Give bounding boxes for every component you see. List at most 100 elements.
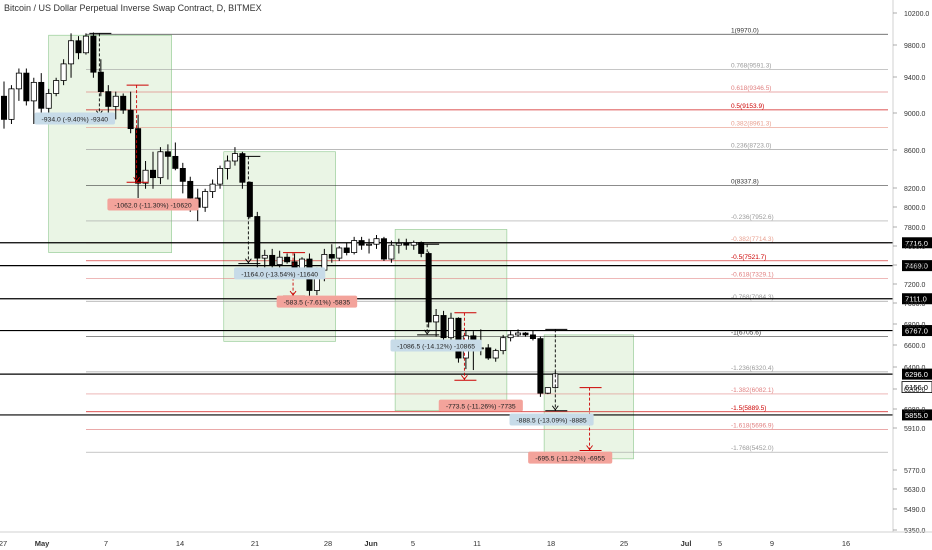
time-axis-tick-label: 5 (718, 539, 722, 548)
price-axis-tag-label: 7716.0 (905, 239, 928, 248)
time-axis-tick-label: 27 (0, 539, 7, 548)
price-axis-tick-label: 8200.0 (904, 186, 926, 193)
time-axis-tick-label: 7 (104, 539, 108, 548)
candle-down (269, 254, 276, 266)
candle-down (537, 338, 544, 394)
candle-down (172, 155, 179, 169)
measurement-label: -934.0 (-9.40%) -9340 (42, 116, 109, 123)
ruler-arrow (423, 329, 431, 335)
candle-up (45, 93, 52, 109)
fib-level-label: 0.618(9346.5) (731, 85, 771, 92)
price-axis-tick-label: 7000.0 (904, 301, 926, 308)
price-axis-tick-label: 6800.0 (904, 322, 926, 329)
fib-level-label: 0.236(8723.0) (731, 143, 771, 150)
candle-down (105, 91, 112, 107)
price-axis-tick-label: 9400.0 (904, 75, 926, 82)
time-axis[interactable]: 27 May 7 14 21 28 Jun 5 11 18 25 Jul 5 9 16 (0, 539, 850, 548)
fib-level-label: -1.768(5452.0) (731, 445, 774, 452)
fib-level-label: 0.382(8961.3) (731, 121, 771, 128)
price-axis-tag-label: 6296.0 (905, 370, 928, 379)
price-axis-tag (902, 260, 932, 272)
candle-down (179, 167, 186, 182)
candle-down (403, 242, 410, 246)
time-axis-tick-label: 18 (547, 539, 555, 548)
candle-up (202, 191, 209, 208)
fib-level-label: -0.236(7952.6) (731, 214, 774, 221)
candle-down (529, 334, 536, 339)
candle-down (127, 109, 134, 130)
candle-down (97, 71, 104, 93)
current-price-tag (901, 381, 932, 393)
fib-level-label: -1.382(6082.1) (731, 387, 774, 394)
fib-level-label: -1.618(5696.9) (731, 423, 774, 430)
price-axis-tick-label: 7600.0 (904, 244, 926, 251)
fib-level-label: -0.618(7329.1) (731, 272, 774, 279)
candle-up (544, 387, 551, 394)
measurement-label: -583.5 (-7.61%) -5835 (284, 300, 351, 307)
candle-up (366, 243, 373, 246)
fib-level-label: -1(6705.6) (731, 329, 761, 336)
price-axis[interactable]: 7716.0 7469.0 7111.0 6767.0 6296.0 5855.0 6156… (893, 11, 932, 535)
candle-up (507, 334, 514, 339)
measurement-label-bg (438, 399, 523, 412)
candle-up (82, 35, 89, 54)
candle-down (0, 95, 7, 120)
price-axis-tag (902, 293, 932, 305)
candle-up (261, 254, 268, 259)
measurement-label: -1062.0 (-11.30%) -10620 (114, 202, 192, 209)
measurement-label: -773.5 (-11.26%) -7735 (446, 404, 516, 411)
measurement-label-bg (34, 112, 116, 125)
fib-level-label: 1(9970.0) (731, 27, 759, 34)
price-axis-tag (902, 325, 932, 337)
fib-level-label: -1.236(6320.4) (731, 365, 774, 372)
candle-down (164, 151, 171, 157)
candle-down (254, 216, 261, 259)
candle-up (276, 256, 283, 266)
time-axis-tick-label: 16 (842, 539, 850, 548)
price-axis-tag-label: 7469.0 (905, 262, 928, 271)
time-axis-tick-label: 25 (620, 539, 628, 548)
candle-up (500, 337, 507, 352)
price-axis-tick-label: 6200.0 (904, 387, 926, 394)
measurement-label-bg (234, 267, 326, 280)
ruler-arrow (289, 290, 297, 296)
candle-down (358, 240, 365, 246)
candle-down (425, 253, 432, 323)
candle-down (246, 181, 253, 217)
price-axis-tick-label: 6400.0 (904, 365, 926, 372)
measurement-label-bg (390, 339, 482, 352)
fib-level-label: 0.5(9153.9) (731, 103, 764, 110)
ruler-arrow (245, 258, 252, 264)
candle-up (395, 242, 402, 246)
time-axis-tick-label: 11 (473, 539, 481, 548)
time-axis-tick-label: 5 (411, 539, 415, 548)
measurement-label-bg (509, 413, 594, 426)
candle-down (380, 238, 387, 260)
candle-down (75, 40, 82, 54)
price-axis-tick-label: 7200.0 (904, 282, 926, 289)
price-axis-tick-label: 6080.0 (904, 407, 926, 414)
measurement-label: -695.5 (-11.22%) -6955 (535, 456, 605, 463)
ruler-arrow (551, 405, 559, 411)
ruler-arrow (133, 177, 140, 183)
price-axis-tag-label: 7111.0 (905, 295, 927, 304)
candle-up (373, 238, 380, 245)
price-axis-tick-label: 5630.0 (904, 487, 926, 494)
candle-down (522, 332, 529, 336)
measurement-label-bg (276, 295, 358, 308)
candle-up (142, 169, 149, 184)
time-axis-tick-label: 21 (251, 539, 259, 548)
current-price-tag-label: 6156.0 (905, 383, 928, 392)
candle-up (231, 153, 238, 162)
candle-down (284, 256, 291, 263)
candle-up (410, 241, 417, 246)
measurement-box (543, 334, 634, 460)
candle-up (447, 317, 454, 339)
candle-up (157, 151, 164, 179)
ruler-arrow (461, 374, 468, 380)
measurement-label: -1086.5 (-14.12%) -10865 (397, 343, 475, 350)
candle-down (343, 247, 350, 253)
price-axis-tick-label: 6600.0 (904, 343, 926, 350)
measurement-label-bg (107, 198, 199, 211)
